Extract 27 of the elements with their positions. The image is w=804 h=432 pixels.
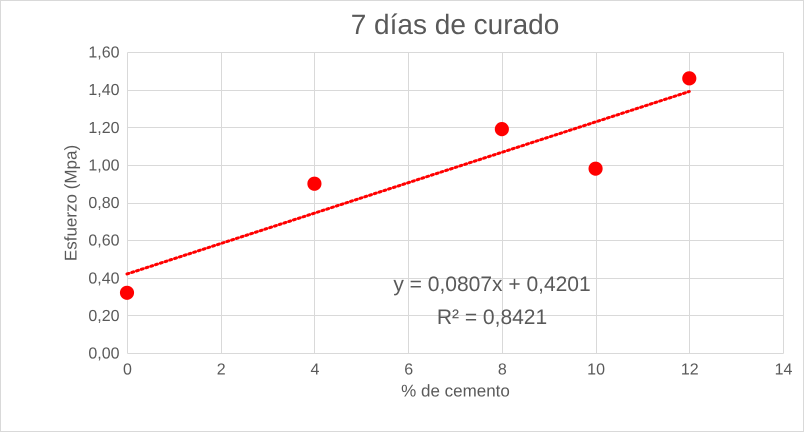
x-tick-label: 12 — [680, 362, 699, 378]
x-tick-label: 8 — [498, 362, 507, 378]
y-tick-label: 0,40 — [88, 270, 120, 288]
x-tick-label: 6 — [404, 362, 414, 378]
x-tick-label: 0 — [123, 362, 132, 378]
point — [494, 122, 509, 136]
x-tick-label: 10 — [587, 362, 606, 378]
point — [682, 71, 696, 86]
annotation: R² = 0,8421 — [436, 306, 548, 329]
x-tick-label: 4 — [310, 362, 320, 378]
y-tick-label: 0,20 — [88, 308, 120, 325]
y-axis-title: Esfuerzo (Mpa) — [61, 144, 80, 262]
x-axis-title: % de cemento — [401, 382, 510, 400]
y-tick-label: 0,00 — [88, 346, 120, 362]
x-tick-label: 2 — [216, 362, 226, 378]
y-tick-label: 1,40 — [88, 82, 120, 100]
annotation: y = 0,0807x + 0,4201 — [393, 273, 591, 296]
y-tick-label: 1,60 — [88, 44, 120, 62]
x-tick-label: 14 — [774, 362, 792, 378]
point — [120, 286, 134, 300]
y-tick-label: 1,20 — [88, 120, 120, 137]
point — [307, 176, 322, 191]
y-tick-label: 1,00 — [88, 157, 120, 174]
chart-title: 7 días de curado — [350, 9, 560, 40]
y-tick-label: 0,80 — [88, 195, 120, 212]
point — [588, 162, 603, 176]
y-tick-label: 0,60 — [88, 232, 120, 250]
